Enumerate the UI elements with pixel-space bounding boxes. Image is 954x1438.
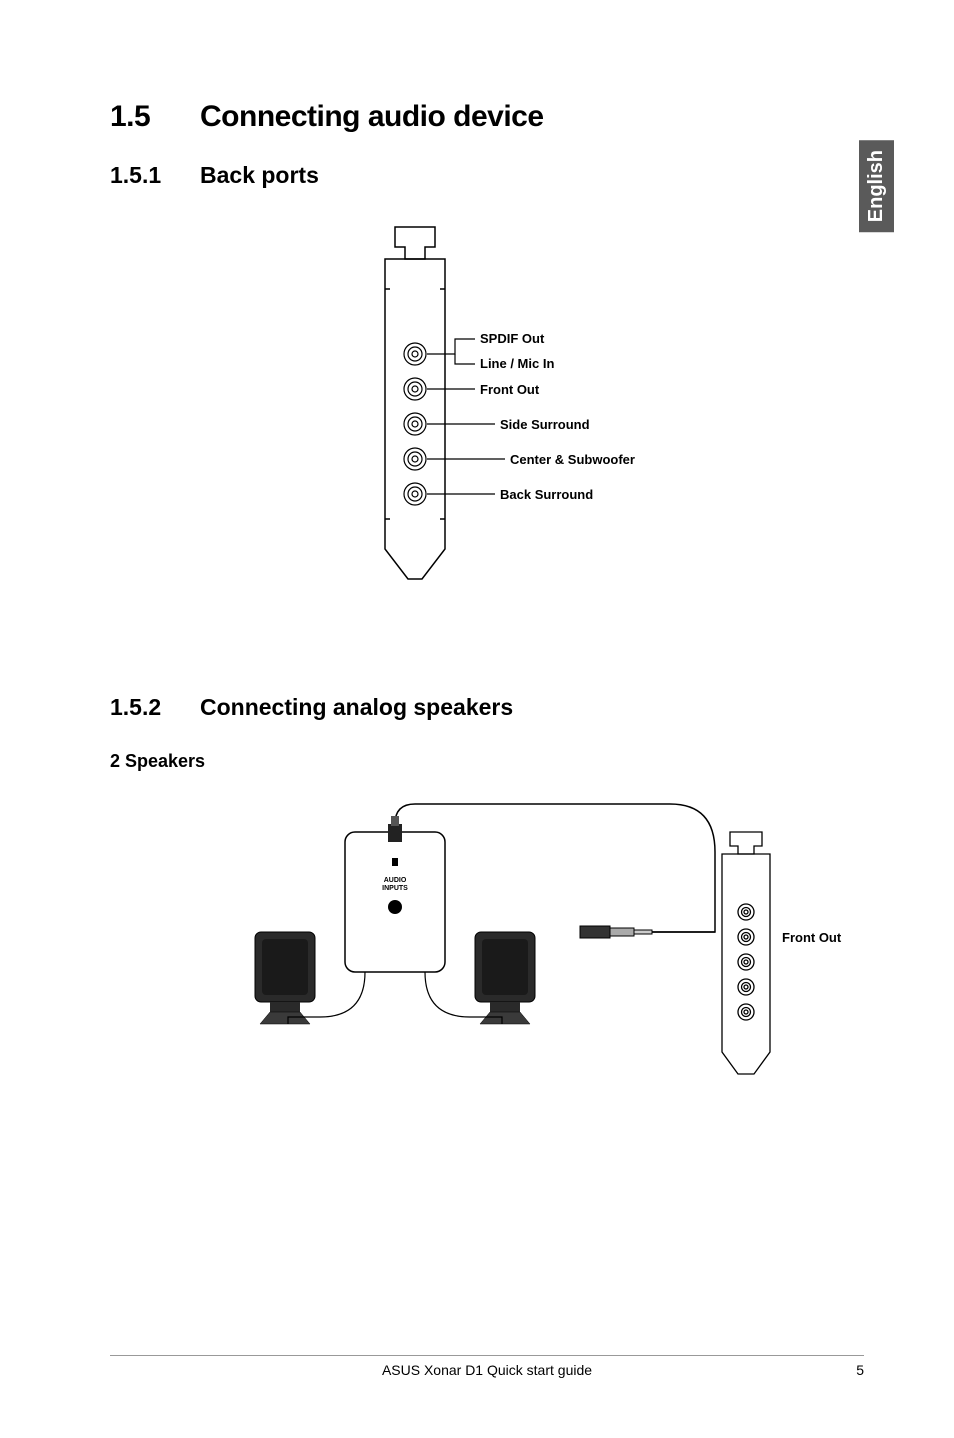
subsection-2-number: 1.5.2	[110, 694, 200, 721]
section-number: 1.5	[110, 100, 200, 134]
page-footer: ASUS Xonar D1 Quick start guide 5	[110, 1355, 864, 1378]
label-back-surround: Back Surround	[500, 487, 593, 502]
label-center-subwoofer: Center & Subwoofer	[510, 452, 635, 467]
speakers-heading: 2 Speakers	[110, 751, 864, 772]
svg-text:AUDIO: AUDIO	[384, 877, 407, 884]
section-title: Connecting audio device	[200, 100, 544, 133]
footer-page-number: 5	[834, 1362, 864, 1378]
language-tab: English	[859, 140, 894, 232]
subsection-2-heading: 1.5.2Connecting analog speakers	[110, 694, 864, 721]
footer-title: ASUS Xonar D1 Quick start guide	[140, 1362, 834, 1378]
two-speakers-figure: AUDIO INPUTS	[170, 792, 850, 1097]
label-line-mic-in: Line / Mic In	[480, 356, 554, 371]
subsection-1-heading: 1.5.1Back ports	[110, 162, 864, 189]
subsection-1-title: Back ports	[200, 162, 319, 188]
label-side-surround: Side Surround	[500, 417, 590, 432]
subsection-1-number: 1.5.1	[110, 162, 200, 189]
label-spdif-out: SPDIF Out	[480, 331, 544, 346]
bracket-diagram	[300, 219, 720, 599]
label-front-out: Front Out	[480, 382, 539, 397]
back-ports-figure: SPDIF Out Line / Mic In Front Out Side S…	[300, 219, 720, 604]
svg-text:INPUTS: INPUTS	[382, 885, 408, 892]
speakers-diagram: AUDIO INPUTS	[170, 792, 850, 1092]
subsection-2-title: Connecting analog speakers	[200, 694, 513, 720]
label-front-out-2: Front Out	[782, 930, 841, 945]
section-heading: 1.5Connecting audio device	[110, 100, 864, 134]
